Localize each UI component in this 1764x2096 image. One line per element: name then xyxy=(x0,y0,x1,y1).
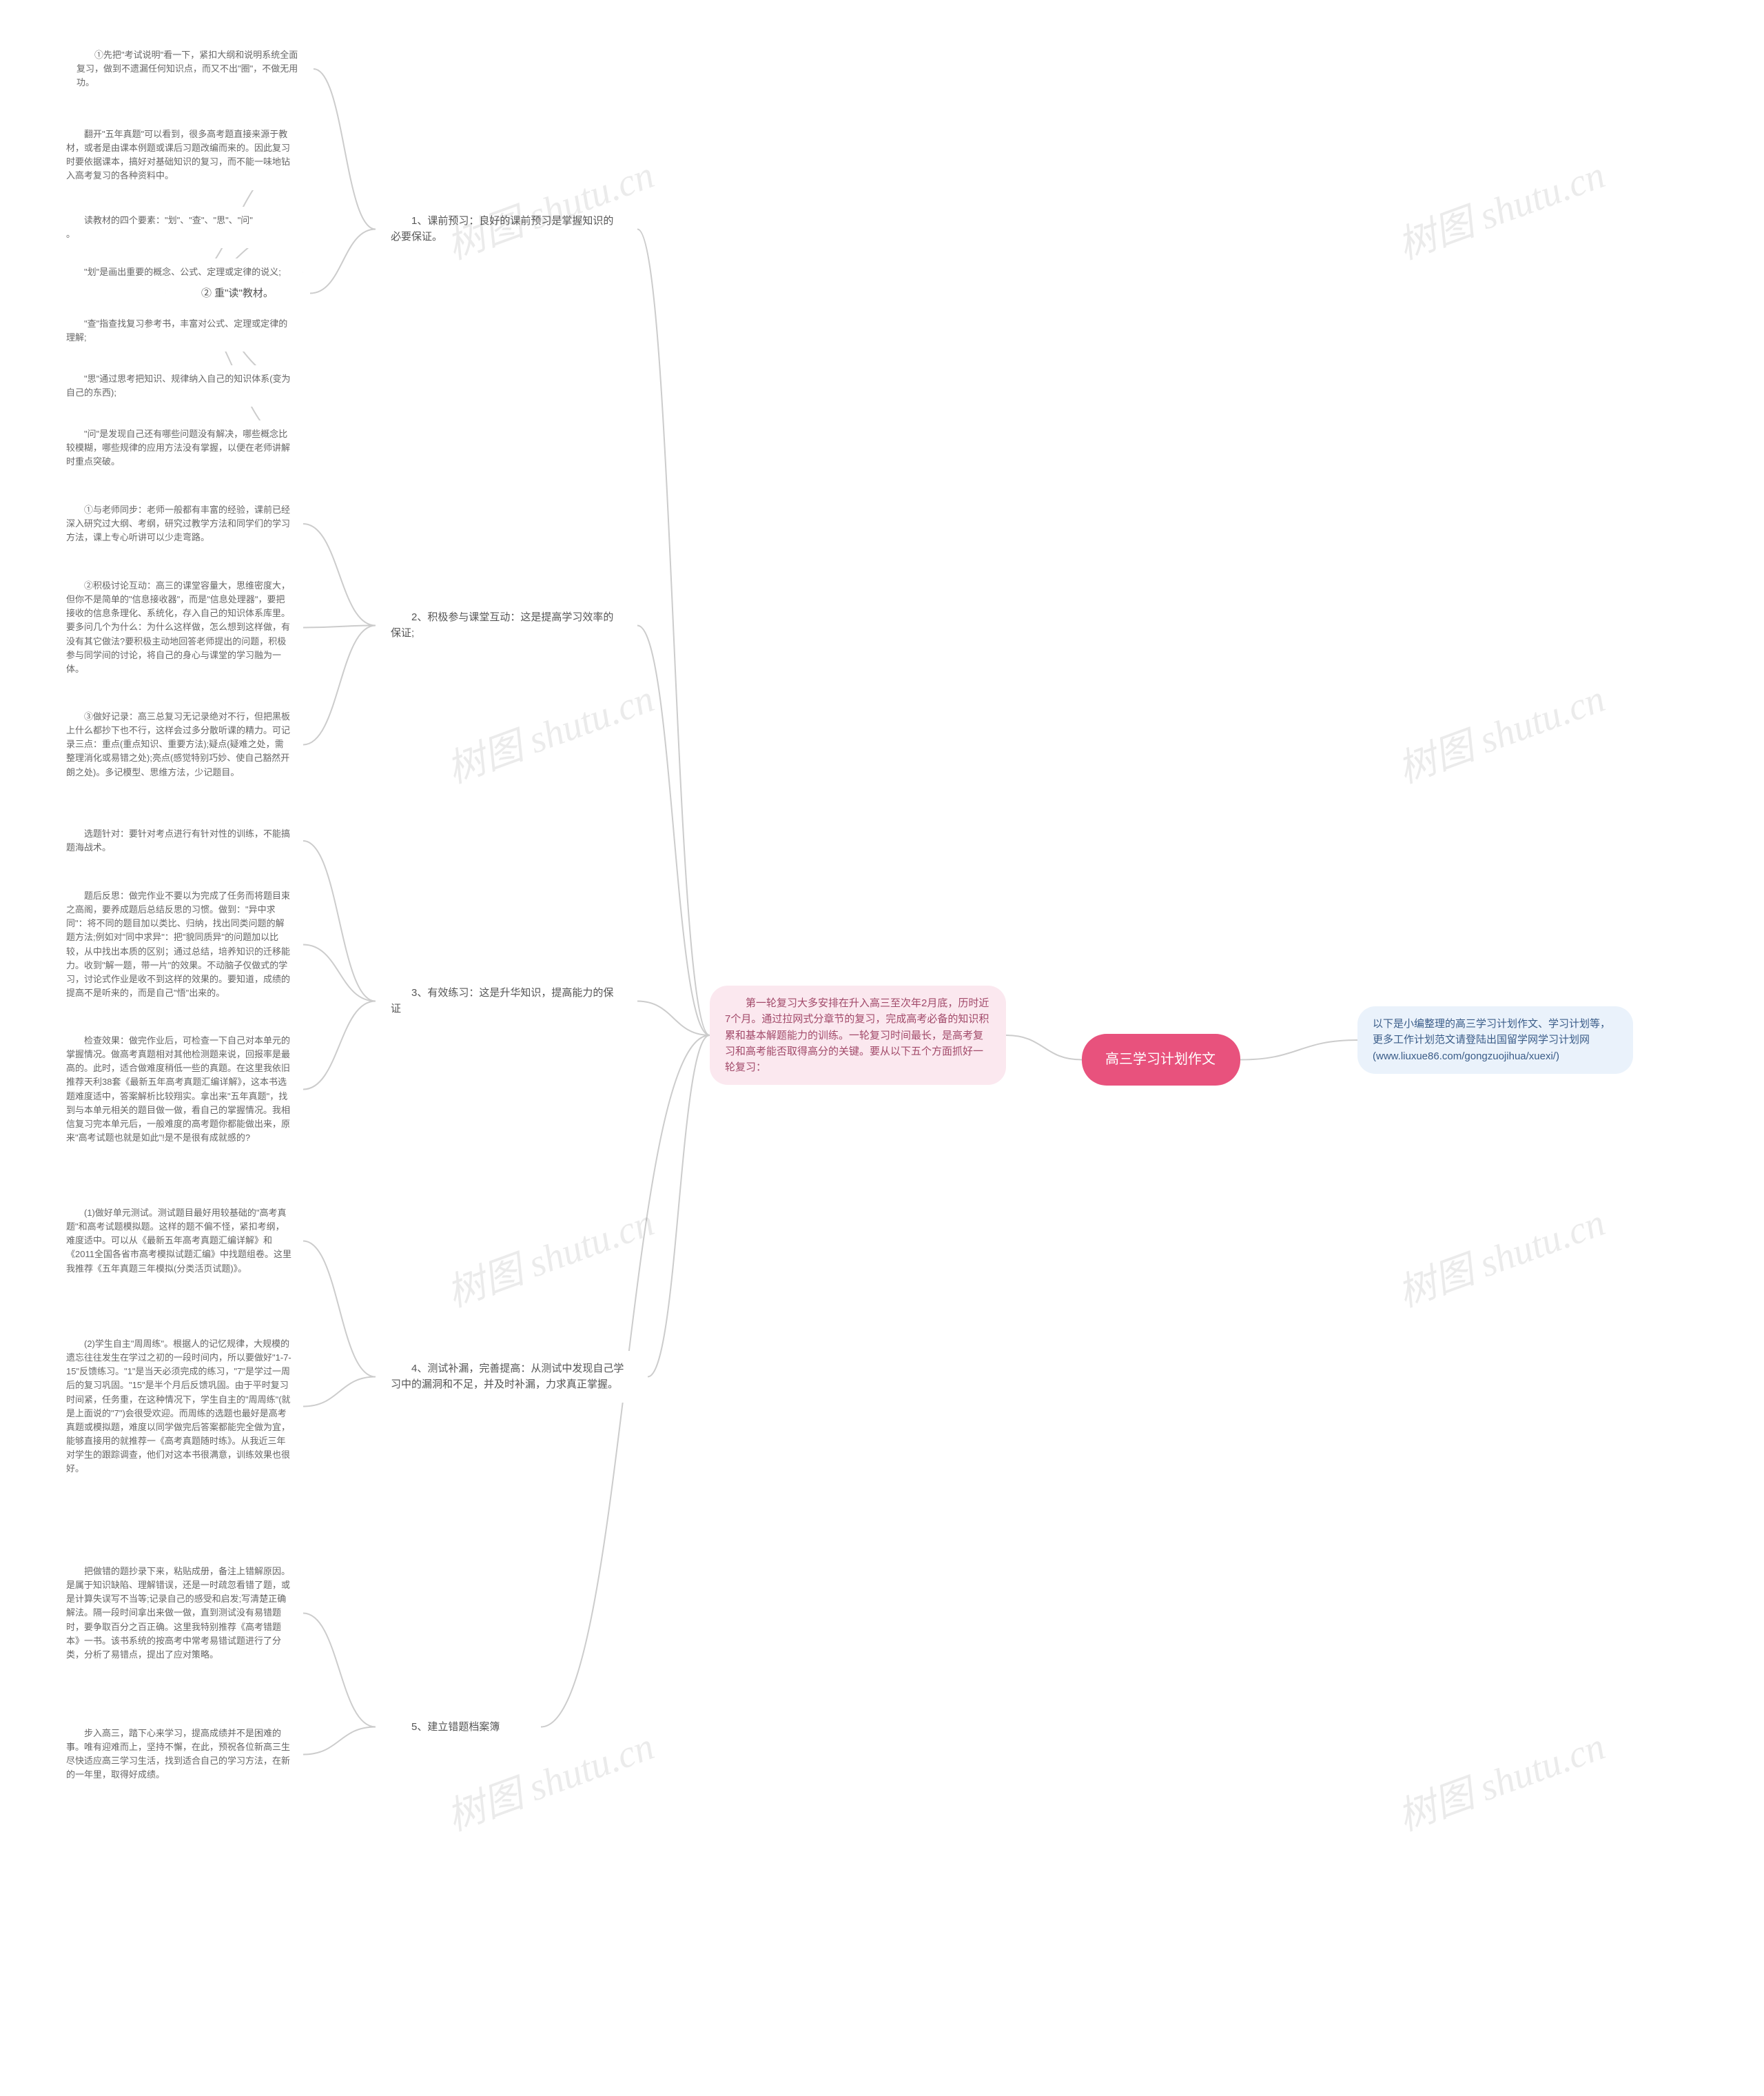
mindmap-node-s1b1: 翻开"五年真题"可以看到，很多高考题直接来源于教材，或者是由课本例题或课后习题改… xyxy=(55,121,303,190)
mindmap-node-s1: 1、课前预习：良好的课前预习是掌握知识的必要保证。 xyxy=(376,203,637,255)
mindmap-node-s3b: 题后反思：做完作业不要以为完成了任务而将题目束之高阁，要养成题后总结反思的习惯。… xyxy=(55,882,303,1007)
connector xyxy=(303,626,376,628)
connector xyxy=(637,626,710,1036)
mindmap-node-info: 以下是小编整理的高三学习计划作文、学习计划等，更多工作计划范文请登陆出国留学网学… xyxy=(1357,1006,1633,1074)
watermark: 树图 shutu.cn xyxy=(1389,1716,1612,1842)
mindmap-node-s4a: (1)做好单元测试。测试题目最好用较基础的"高考真题"和高考试题模拟题。这样的题… xyxy=(55,1199,303,1283)
connector xyxy=(314,69,376,230)
watermark: 树图 shutu.cn xyxy=(438,668,661,795)
mindmap-node-s2a: ①与老师同步：老师一般都有丰富的经验，课前已经深入研究过大纲、考纲，研究过教学方… xyxy=(55,496,303,551)
mindmap-node-s1b4: "查"指查找复习参考书，丰富对公式、定理或定律的理解; xyxy=(55,310,303,352)
connector xyxy=(303,524,376,626)
connector xyxy=(1240,1040,1357,1060)
mindmap-node-s5: 5、建立错题档案簿 xyxy=(376,1709,541,1744)
mindmap-node-s3: 3、有效练习：这是升华知识，提高能力的保证 xyxy=(376,975,637,1027)
mindmap-node-intro: 第一轮复习大多安排在升入高三至次年2月底，历时近7个月。通过拉网式分章节的复习，… xyxy=(710,986,1006,1085)
mindmap-node-s2b: ②积极讨论互动：高三的课堂容量大，思维密度大，但你不是简单的"信息接收器"，而是… xyxy=(55,572,303,683)
watermark: 树图 shutu.cn xyxy=(438,1192,661,1319)
connector xyxy=(637,1001,710,1036)
mindmap-root: 高三学习计划作文 xyxy=(1082,1034,1240,1086)
connector xyxy=(303,1727,376,1755)
connector xyxy=(303,1241,376,1377)
connector xyxy=(303,626,376,745)
mindmap-node-s5b: 步入高三，踏下心来学习，提高成绩并不是困难的事。唯有迎难而上，坚持不懈，在此，预… xyxy=(55,1720,303,1789)
mindmap-node-s4: 4、测试补漏，完善提高：从测试中发现自己学习中的漏洞和不足，并及时补漏，力求真正… xyxy=(376,1351,648,1403)
connector xyxy=(303,945,376,1001)
mindmap-node-s1b6: "问"是发现自己还有哪些问题没有解决，哪些概念比较模糊，哪些规律的应用方法没有掌… xyxy=(55,420,303,476)
connector xyxy=(648,1035,710,1377)
mindmap-node-s4b: (2)学生自主"周周练"。根据人的记忆规律，大规模的遗忘往往发生在学过之初的一段… xyxy=(55,1330,303,1483)
mindmap-node-s5a: 把做错的题抄录下来，粘贴成册，备注上错解原因。是属于知识缺陷、理解错误，还是一时… xyxy=(55,1558,303,1669)
mindmap-node-s1b5: "思"通过思考把知识、规律纳入自己的知识体系(变为自己的东西); xyxy=(55,365,303,407)
connector xyxy=(637,230,710,1036)
watermark: 树图 shutu.cn xyxy=(1389,1192,1612,1319)
mindmap-node-s2: 2、积极参与课堂互动：这是提高学习效率的保证; xyxy=(376,600,637,651)
connector xyxy=(303,1001,376,1090)
connector xyxy=(303,1614,376,1727)
connector xyxy=(1006,1035,1082,1060)
mindmap-node-s2c: ③做好记录：高三总复习无记录绝对不行，但把黑板上什么都抄下也不行，这样会过多分散… xyxy=(55,703,303,786)
mindmap-node-s1b3: "划"是画出重要的概念、公式、定理或定律的说义; xyxy=(55,258,303,286)
connector xyxy=(303,1377,376,1407)
mindmap-node-s3a: 选题针对：要针对考点进行有针对性的训练，不能搞题海战术。 xyxy=(55,820,303,862)
mindmap-node-s3c: 检查效果：做完作业后，可检查一下自己对本单元的掌握情况。做高考真题相对其他检测题… xyxy=(55,1027,303,1152)
connector xyxy=(303,841,376,1001)
watermark: 树图 shutu.cn xyxy=(1389,668,1612,795)
watermark: 树图 shutu.cn xyxy=(1389,144,1612,271)
mindmap-node-s1b2: 读教材的四个要素："划"、"查"、"思"、"问" 。 xyxy=(55,207,303,248)
mindmap-node-s1a: ①先把"考试说明"看一下，紧扣大纲和说明系统全面复习，做到不遗漏任何知识点，而又… xyxy=(65,41,314,96)
connector xyxy=(310,230,376,294)
